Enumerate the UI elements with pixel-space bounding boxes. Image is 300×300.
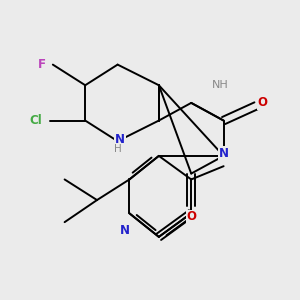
Text: NH: NH [212, 80, 229, 90]
Text: N: N [219, 147, 229, 160]
Text: Cl: Cl [30, 114, 43, 127]
Text: O: O [186, 210, 196, 224]
Text: O: O [257, 96, 268, 110]
Text: N: N [115, 133, 125, 146]
Text: N: N [120, 224, 130, 237]
Text: F: F [38, 58, 46, 71]
Text: H: H [114, 144, 122, 154]
